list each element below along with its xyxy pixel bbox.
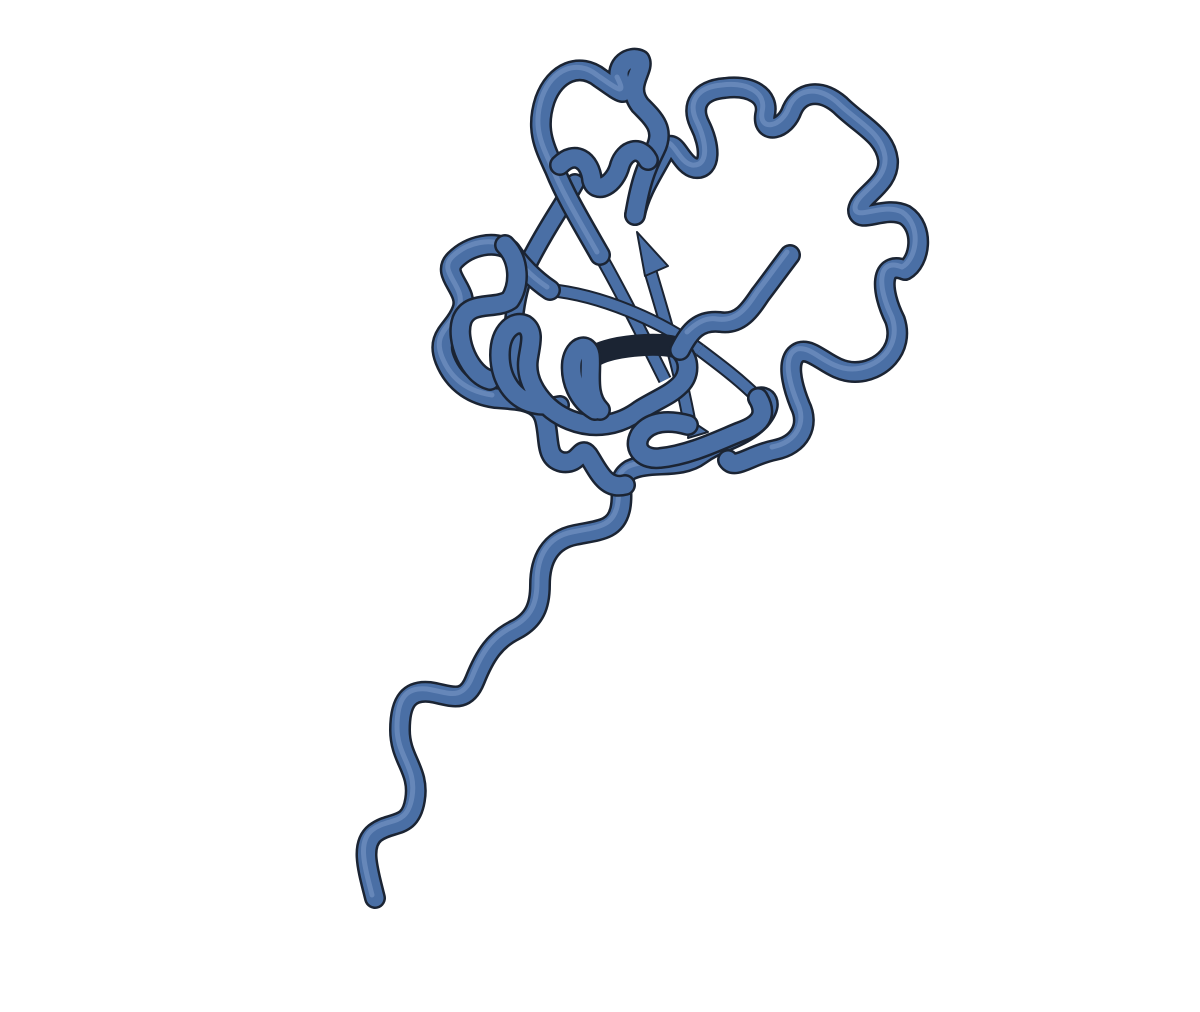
lower-center-loop [626, 387, 774, 470]
strand-ribbon [696, 346, 762, 402]
tube-body [551, 142, 657, 196]
c-terminal-tail [669, 244, 801, 361]
tube-body [491, 315, 696, 434]
tube-highlight [535, 64, 624, 255]
strand-arrowhead [636, 231, 669, 277]
tube-body [671, 246, 799, 359]
tube-highlight [361, 414, 760, 898]
tube-highlight [684, 249, 790, 335]
left-lobe-loop [431, 233, 699, 497]
tube-body [451, 236, 526, 389]
right-lobe-loop [624, 76, 930, 475]
tube-body [629, 389, 771, 467]
tube-highlight [629, 81, 918, 450]
top-left-loop [529, 47, 670, 266]
tube-body [563, 338, 609, 419]
